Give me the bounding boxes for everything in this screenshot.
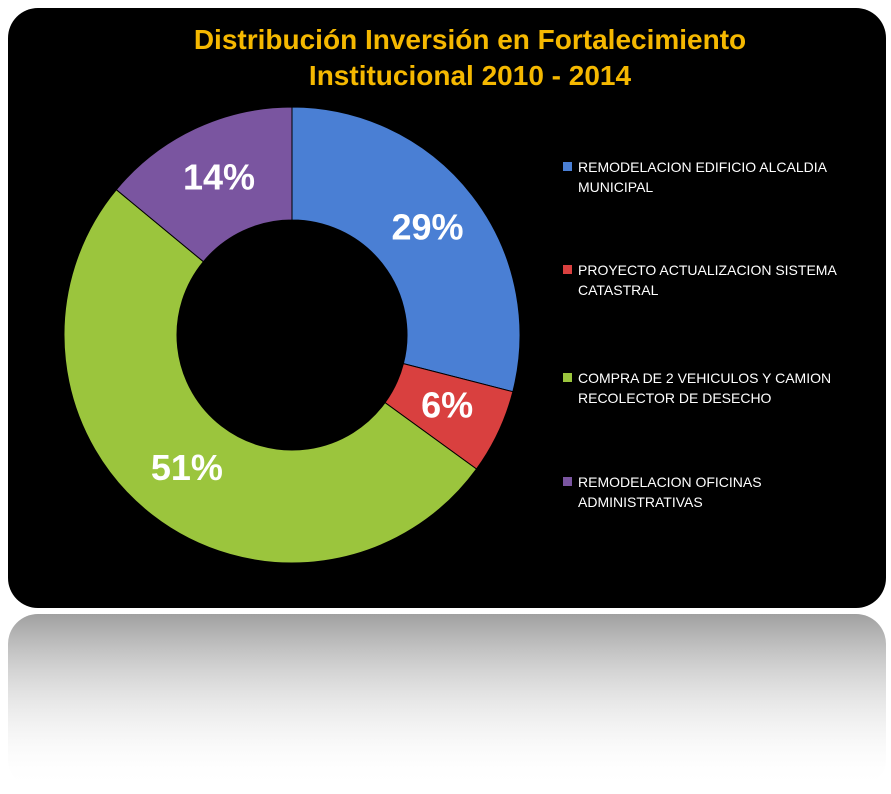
legend-entry: PROYECTO ACTUALIZACION SISTEMA CATASTRAL — [563, 260, 883, 300]
reflection — [8, 614, 886, 789]
value-label: 51% — [151, 447, 223, 488]
legend-entry: REMODELACION OFICINAS ADMINISTRATIVAS — [563, 472, 883, 512]
legend-label: REMODELACION OFICINAS ADMINISTRATIVAS — [578, 474, 762, 510]
legend-entry: COMPRA DE 2 VEHICULOS Y CAMION RECOLECTO… — [563, 368, 883, 408]
legend-swatch — [563, 477, 572, 486]
value-label: 14% — [183, 156, 255, 197]
legend-label: REMODELACION EDIFICIO ALCALDIA MUNICIPAL — [578, 159, 827, 195]
donut-slice — [63, 188, 478, 564]
value-label: 29% — [391, 206, 463, 247]
value-label: 6% — [421, 385, 473, 426]
donut-slice — [115, 106, 293, 263]
legend-swatch — [563, 265, 572, 274]
legend-label: PROYECTO ACTUALIZACION SISTEMA CATASTRAL — [578, 262, 837, 298]
legend-entry: REMODELACION EDIFICIO ALCALDIA MUNICIPAL — [563, 157, 883, 197]
legend-swatch — [563, 373, 572, 382]
donut-slice — [291, 106, 521, 393]
chart-title: Distribución Inversión en Fortalecimient… — [193, 24, 747, 91]
legend-swatch — [563, 162, 572, 171]
legend-label: COMPRA DE 2 VEHICULOS Y CAMION RECOLECTO… — [578, 370, 832, 406]
